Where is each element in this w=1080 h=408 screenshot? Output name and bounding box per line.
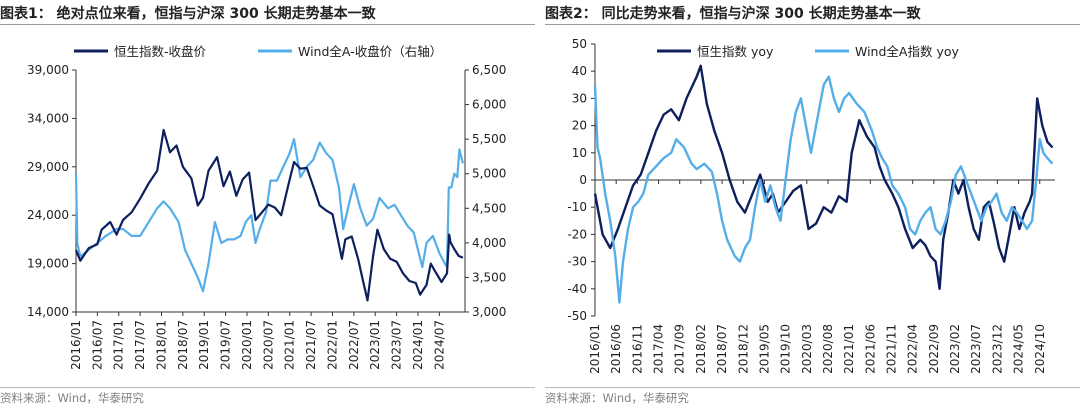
x-tick-label: 2020/07 [261,320,275,370]
legend-label-wind-a: Wind全A-收盘价（右轴） [298,44,442,59]
y-tick-label-right: 5,000 [472,167,506,181]
y-tick-label-right: 6,000 [472,98,506,112]
x-tick-label: 2023/07 [969,324,983,374]
y-tick-label: -10 [567,200,587,214]
series-line-hsi [74,128,464,302]
x-tick-label: 2022/07 [347,320,361,370]
title-divider [0,24,535,25]
y-tick-label-left: 24,000 [27,208,69,222]
x-tick-label: 2016/07 [90,320,104,370]
x-tick-label: 2024/05 [1012,324,1026,374]
series-line-wind-a-yoy [593,75,1054,304]
x-tick-label: 2017/09 [673,324,687,374]
x-tick-label: 2016/01 [588,324,602,374]
x-tick-label: 2023/01 [368,320,382,370]
y-tick-label: -40 [567,282,587,296]
x-tick-label: 2018/07 [176,320,190,370]
y-tick-label-left: 29,000 [27,160,69,174]
title-divider [545,24,1080,25]
x-tick-label: 2024/07 [432,320,446,370]
y-tick-label-right: 4,000 [472,236,506,250]
y-tick-label: 10 [572,146,587,160]
legend-label-hsi: 恒生指数 yoy [697,44,774,59]
x-tick-label: 2019/05 [757,324,771,374]
y-tick-label: -50 [567,309,587,323]
y-tick-label-right: 3,000 [472,305,506,319]
series-line-hsi-yoy [593,64,1054,290]
x-tick-label: 2018/12 [736,324,750,374]
x-tick-label: 2021/01 [283,320,297,370]
y-tick-label: 40 [572,64,587,78]
chart-title: 图表1： 绝对点位来看，恒指与沪深 300 长期走势基本一致 [0,6,376,22]
x-tick-label: 2019/10 [779,324,793,374]
x-tick-label: 2021/07 [304,320,318,370]
y-tick-label-right: 3,500 [472,270,506,284]
x-tick-label: 2020/08 [821,324,835,374]
y-tick-label: -30 [567,255,587,269]
x-tick-label: 2023/07 [390,320,404,370]
x-tick-label: 2024/10 [1033,324,1047,374]
x-tick-label: 2017/07 [133,320,147,370]
line-chart-absolute: 14,000 19,000 24,000 29,000 34,000 39,000 3,00… [27,44,506,370]
x-tick-label: 2018/02 [694,324,708,374]
x-tick-label: 2022/09 [927,324,941,374]
y-tick-label-left: 39,000 [27,63,69,77]
chart-title-bar: 图表1： 绝对点位来看，恒指与沪深 300 长期走势基本一致 [0,0,535,26]
source-divider [0,387,535,388]
x-tick-label: 2016/01 [69,320,83,370]
x-tick-label: 2017/04 [652,324,666,374]
x-tick-label: 2018/01 [154,320,168,370]
x-tick-label: 2016/06 [609,324,623,374]
y-tick-label-left: 34,000 [27,111,69,125]
x-tick-label: 2016/11 [630,324,644,374]
series-line-wind-a [74,138,464,293]
y-tick-label-right: 5,500 [472,132,506,146]
chart-title-bar: 图表2： 同比走势来看，恒指与沪深 300 长期走势基本一致 [545,0,1080,26]
y-tick-label-right: 4,500 [472,201,506,215]
y-tick-label: 50 [572,37,587,51]
y-tick-label: 20 [572,119,587,133]
x-tick-label: 2021/11 [885,324,899,374]
x-tick-label: 2019/07 [219,320,233,370]
y-tick-label: 30 [572,91,587,105]
y-tick-label-left: 19,000 [27,257,69,271]
x-tick-label: 2024/01 [411,320,425,370]
x-tick-label: 2019/01 [197,320,211,370]
y-tick-label-left: 14,000 [27,305,69,319]
x-tick-label: 2022/01 [325,320,339,370]
source-divider [545,387,1080,388]
line-chart-yoy: -50 -40 -30 -20 -10 0 10 20 30 40 50 2016/01 2016/06… [567,37,1055,374]
chart-title: 图表2： 同比走势来看，恒指与沪深 300 长期走势基本一致 [545,6,921,22]
x-tick-label: 2022/04 [906,324,920,374]
chart-panel-left: 图表1： 绝对点位来看，恒指与沪深 300 长期走势基本一致 14,000 19,… [0,0,535,405]
chart-panel-right: 图表2： 同比走势来看，恒指与沪深 300 长期走势基本一致 -50 -40 -30… [545,0,1080,408]
x-tick-label: 2020/03 [800,324,814,374]
x-tick-label: 2020/01 [240,320,254,370]
y-tick-label: -20 [567,227,587,241]
source-note: 资料来源：Wind，华泰研究 [0,391,144,405]
y-tick-label: 0 [579,173,587,187]
y-tick-label-right: 6,500 [472,63,506,77]
source-note: 资料来源：Wind，华泰研究 [545,391,689,405]
x-tick-label: 2023/12 [990,324,1004,374]
x-tick-label: 2023/02 [948,324,962,374]
legend-label-hsi: 恒生指数-收盘价 [114,44,207,59]
x-tick-label: 2021/01 [842,324,856,374]
x-tick-label: 2018/07 [715,324,729,374]
x-tick-label: 2021/06 [863,324,877,374]
x-tick-label: 2017/01 [112,320,126,370]
legend-label-wind-a: Wind全A指数 yoy [855,44,959,59]
